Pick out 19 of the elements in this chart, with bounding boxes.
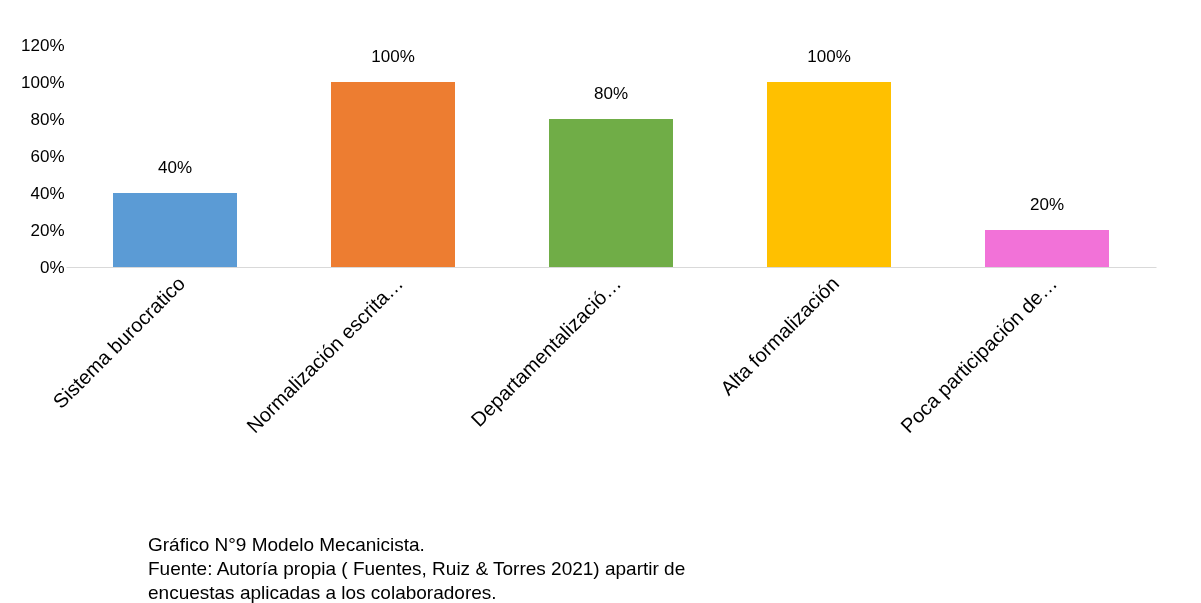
y-tick-label: 40%	[30, 183, 65, 203]
text: Gráfico N°9 Modelo Mecanicista.	[148, 533, 426, 557]
y-tick-label: 60%	[30, 146, 65, 166]
data-label: 100%	[807, 47, 851, 66]
data-label: 40%	[157, 158, 193, 177]
y-tick-label: 80%	[30, 109, 65, 129]
data-label: 100%	[371, 47, 415, 66]
bar	[767, 82, 891, 267]
bar	[549, 119, 673, 267]
bar	[331, 82, 455, 267]
data-label: 80%	[593, 84, 629, 103]
bar	[113, 193, 237, 267]
y-tick-label: 20%	[30, 220, 65, 240]
source-note: Fuente: Autoría propia ( Fuentes, Ruiz & Torres 2021) apartir de encuestas aplicadas a los colaboradores.	[148, 557, 687, 603]
bar	[985, 230, 1109, 267]
y-tick-label: 120%	[21, 35, 65, 55]
y-tick-label: 100%	[21, 72, 65, 92]
data-label: 20%	[1029, 195, 1065, 214]
y-tick-label: 0%	[39, 257, 65, 277]
